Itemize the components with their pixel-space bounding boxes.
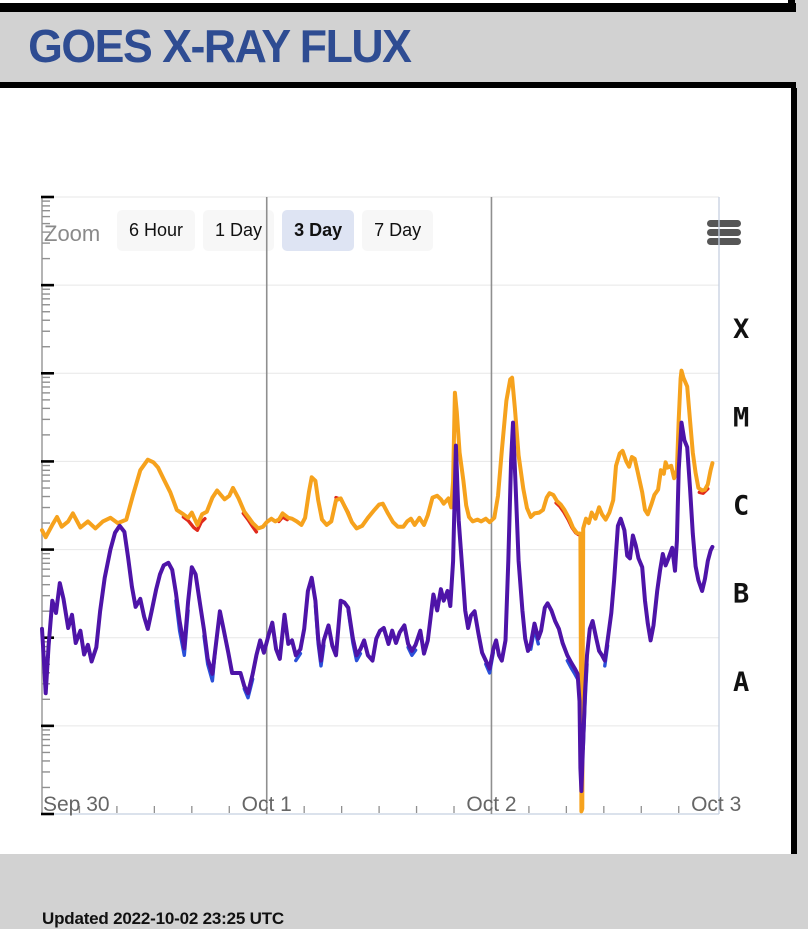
zoom-button-1-day[interactable]: 1 Day	[203, 210, 275, 251]
zoom-label: Zoom	[44, 221, 101, 246]
chart-menu-button[interactable]	[707, 219, 743, 247]
zoom-buttons: 6 Hour 1 Day 3 Day 7 Day	[117, 210, 434, 251]
app-header: GOES X-RAY FLUX	[0, 3, 796, 88]
hamburger-icon	[707, 219, 743, 245]
zoom-button-6-hour[interactable]: 6 Hour	[117, 210, 196, 251]
updated-timestamp: Updated 2022-10-02 23:25 UTC	[42, 909, 284, 928]
zoom-button-7-day[interactable]: 7 Day	[362, 210, 434, 251]
zoom-button-3-day[interactable]: 3 Day	[282, 210, 355, 251]
chart-panel: Zoom 6 Hour 1 Day 3 Day 7 Day Updated 2022-…	[0, 88, 797, 928]
page-top-strip	[0, 0, 790, 3]
page-title: GOES X-RAY FLUX	[28, 20, 412, 72]
